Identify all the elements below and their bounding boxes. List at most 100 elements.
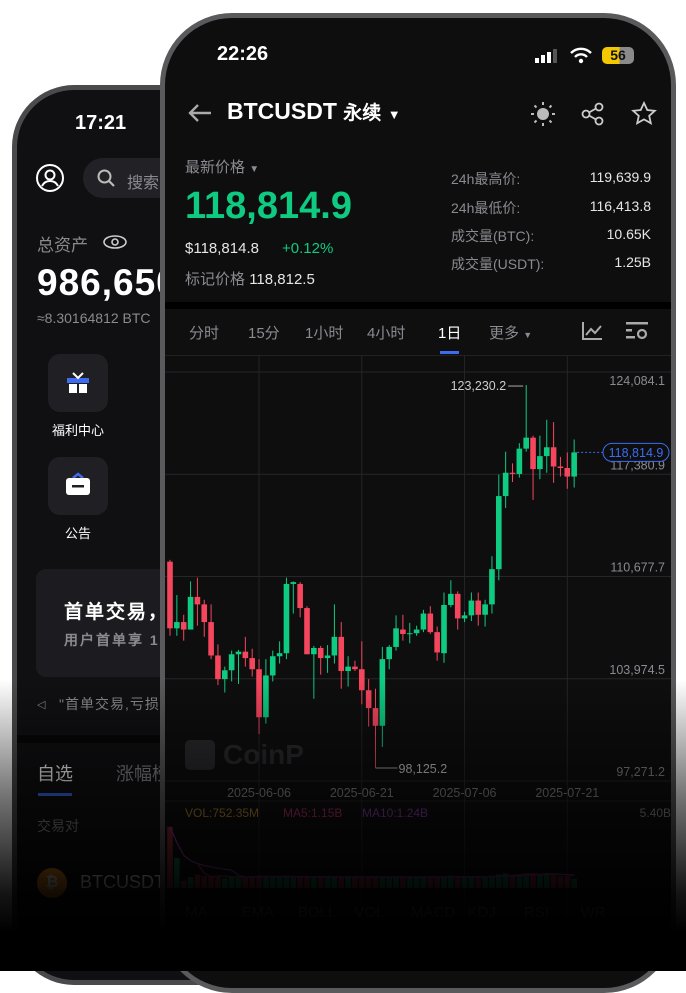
shortcut-label: 公告 <box>64 526 91 541</box>
volume-bar <box>359 877 365 888</box>
volume-bar <box>180 880 187 888</box>
total-assets-label: 总资产 <box>37 236 88 255</box>
candle-body <box>194 596 201 605</box>
high-price-label: 123,230.2 <box>451 379 507 393</box>
shortcut-label: 福利中心 <box>51 423 104 438</box>
candle-body <box>509 472 516 474</box>
volume-bar <box>174 858 180 888</box>
list-header: 交易对 <box>37 818 79 834</box>
volume-bar <box>406 877 413 888</box>
banner-title: 首单交易， <box>64 602 170 623</box>
volume-bar <box>516 874 523 888</box>
watermark-text: CoinP <box>223 739 304 770</box>
indicator-tab[interactable]: EMA <box>242 904 275 921</box>
volume-bar <box>345 877 351 888</box>
volume-bar <box>454 877 461 888</box>
volume-bar <box>448 875 454 888</box>
ma10-line <box>169 826 575 878</box>
candle-body <box>269 656 276 676</box>
candle-body <box>461 615 468 619</box>
candle-body <box>434 632 440 653</box>
announcement-ticker[interactable]: "首单交易,亏损 <box>59 696 160 712</box>
tab-watchlist[interactable]: 自选 <box>37 764 73 784</box>
candle-body <box>454 593 461 619</box>
candle-body <box>297 583 303 609</box>
candle-body <box>523 437 529 449</box>
candle-body <box>338 636 345 672</box>
indicator-tab[interactable]: RSI <box>524 904 549 921</box>
front-phone: 22:26 56 BTCUSDT 永续 ▼ 最新价格 ▼ 118,814.9 $… <box>160 13 676 993</box>
candle-body <box>468 600 475 616</box>
search-icon <box>97 169 115 187</box>
volume-bar <box>276 877 283 888</box>
volume-bar <box>269 877 276 888</box>
candle-body <box>413 629 420 634</box>
x-tick-label: 2025-06-21 <box>330 786 394 800</box>
volume-bar <box>427 877 434 888</box>
candle-body <box>180 622 187 630</box>
candle-body <box>448 593 454 605</box>
candle-body <box>496 496 502 570</box>
front-phone-screen: 22:26 56 BTCUSDT 永续 ▼ 最新价格 ▼ 118,814.9 $… <box>165 18 671 988</box>
candle-body <box>311 648 317 655</box>
indicator-tab[interactable]: MA <box>185 904 208 921</box>
candle-body <box>215 655 221 680</box>
indicator-tab[interactable]: MACD <box>411 904 455 921</box>
volume-max-label: 5.40B <box>640 806 671 820</box>
volume-bar <box>352 877 358 888</box>
volume-bar <box>557 875 564 888</box>
volume-bar <box>338 877 345 888</box>
candle-body <box>393 628 399 647</box>
volume-bar <box>386 877 392 888</box>
volume-bar <box>297 877 303 888</box>
indicator-tab[interactable]: WR <box>581 904 606 921</box>
volume-bar <box>311 877 317 888</box>
candle-body <box>249 658 255 670</box>
candle-body <box>276 653 283 657</box>
volume-bar <box>167 826 173 888</box>
indicator-tab[interactable]: BOLL <box>298 904 336 921</box>
candle-body <box>406 633 413 635</box>
candle-body <box>543 447 550 457</box>
shortcut-welfare[interactable] <box>48 354 108 412</box>
candle-body <box>489 569 495 605</box>
candle-body <box>222 670 228 680</box>
candle-body <box>359 669 365 691</box>
candle-body <box>427 613 434 633</box>
candle-body <box>530 437 536 470</box>
y-tick-label: 103,974.5 <box>609 663 665 677</box>
indicator-tab[interactable]: VOL <box>355 904 385 921</box>
ma10-label: MA10:1.24B <box>362 806 428 820</box>
volume-bar <box>228 877 235 888</box>
volume-bar <box>324 877 331 888</box>
speaker-icon: ◁ <box>37 699 46 711</box>
candle-body <box>235 651 242 655</box>
volume-bar <box>290 877 297 888</box>
list-item-symbol[interactable]: BTCUSDT <box>80 872 165 892</box>
indicator-tab[interactable]: KDJ <box>468 904 496 921</box>
candle-body <box>283 583 290 654</box>
volume-bar <box>242 877 249 888</box>
candle-body <box>167 561 173 629</box>
low-price-label: 98,125.2 <box>399 762 448 776</box>
volume-bar <box>222 878 228 888</box>
coinp-watermark: CoinP <box>185 739 304 771</box>
candle-body <box>290 582 297 584</box>
candle-body <box>304 608 310 655</box>
volume-bar <box>235 877 242 888</box>
shortcut-announcement[interactable] <box>48 457 108 515</box>
candle-body <box>537 456 543 470</box>
volume-bar <box>420 877 427 888</box>
candle-body <box>201 604 208 623</box>
banner-subtitle: 用户首单享 1 <box>64 632 160 648</box>
volume-bar <box>393 877 399 888</box>
volume-bar <box>304 877 310 888</box>
bitcoin-icon: ₿ <box>37 868 67 898</box>
x-tick-label: 2025-06-06 <box>227 786 291 800</box>
eye-icon[interactable] <box>103 235 127 249</box>
volume-bar <box>441 877 447 888</box>
profile-icon[interactable] <box>35 163 65 193</box>
status-time: 17:21 <box>75 112 127 134</box>
kline-chart[interactable]: 124,084.1117,380.9110,677.7103,974.597,2… <box>165 18 671 988</box>
volume-bar <box>331 877 338 888</box>
